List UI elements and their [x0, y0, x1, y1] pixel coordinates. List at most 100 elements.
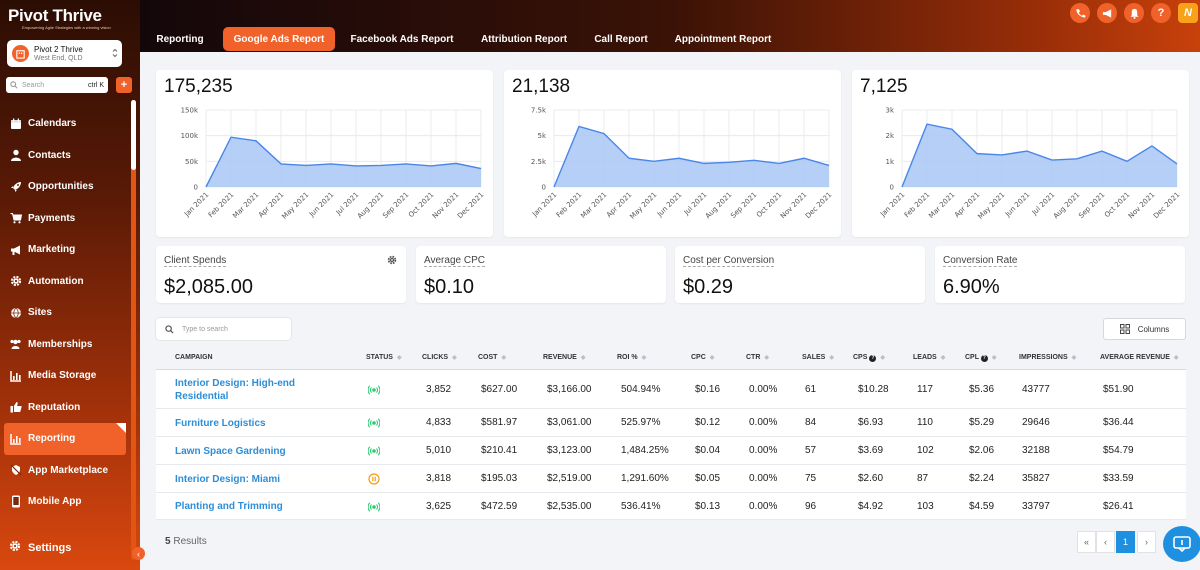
search-shortcut: ctrl K — [88, 81, 104, 89]
x-tick-label: Mar 2021 — [231, 191, 260, 220]
tab-google-ads-report[interactable]: Google Ads Report — [223, 27, 335, 51]
status-paused-icon[interactable] — [368, 473, 380, 488]
x-tick-label: Jan 2021 — [878, 191, 906, 219]
collapse-sidebar-button[interactable]: ‹ — [132, 547, 145, 560]
sidebar-item-calendars[interactable]: Calendars — [0, 108, 132, 140]
tab-call-report[interactable]: Call Report — [594, 33, 648, 45]
x-tick-label: May 2021 — [628, 191, 658, 221]
campaign-link[interactable]: Planting and Trimming — [175, 501, 283, 512]
col-leads[interactable]: LEADS ◆ — [913, 354, 946, 361]
sidebar-item-marketing[interactable]: Marketing — [0, 234, 132, 266]
sidebar-item-opportunities[interactable]: Opportunities — [0, 171, 132, 203]
logo[interactable]: Pivot Thrive Empowering Agile Strategies… — [8, 6, 136, 30]
cell-cpl: $2.06 — [969, 445, 995, 456]
help-icon[interactable]: ? — [1151, 3, 1171, 23]
tab-attribution-report[interactable]: Attribution Report — [480, 33, 568, 45]
cell-cost: $627.00 — [481, 384, 518, 395]
phone-icon[interactable] — [1070, 3, 1090, 23]
sidebar-item-payments[interactable]: Payments — [0, 203, 132, 235]
gear-icon[interactable] — [387, 255, 397, 265]
chart-headline: 7,125 — [860, 76, 908, 97]
x-tick-label: Sep 2021 — [381, 191, 410, 220]
cell-cost: $210.41 — [481, 445, 518, 456]
sidebar-item-mobile-app[interactable]: Mobile App — [0, 486, 132, 518]
cell-cpc: $0.12 — [695, 417, 721, 428]
sidebar-item-settings[interactable]: Settings — [9, 540, 71, 555]
cell-impressions: 32188 — [1022, 445, 1050, 456]
cell-revenue: $2,535.00 — [547, 500, 592, 512]
table-header: CAMPAIGN STATUS ◆ CLICKS ◆ COST ◆ REVENUE ◆ … — [156, 347, 1186, 370]
cell-cpl: $5.29 — [969, 417, 995, 428]
cell-roi: 536.41% — [621, 500, 661, 512]
status-active-icon[interactable] — [367, 501, 381, 516]
col-cost[interactable]: COST ◆ — [478, 354, 507, 361]
tab-reporting[interactable]: Reporting — [156, 33, 204, 45]
prev-page-button[interactable]: ‹ — [1096, 531, 1115, 553]
status-active-icon[interactable] — [367, 445, 381, 460]
sidebar-item-automation[interactable]: Automation — [0, 266, 132, 298]
person-icon — [9, 149, 22, 162]
brand-icon[interactable]: N — [1178, 3, 1198, 23]
sidebar-item-media-storage[interactable]: Media Storage — [0, 360, 132, 392]
campaign-link[interactable]: Interior Design: Miami — [175, 473, 281, 485]
chat-widget-button[interactable] — [1163, 526, 1200, 562]
col-cps[interactable]: CPS ? ◆ — [853, 354, 885, 362]
col-status[interactable]: STATUS ◆ — [366, 354, 402, 361]
kpi-label: Average CPC — [424, 255, 485, 267]
col-sales[interactable]: SALES ◆ — [802, 354, 834, 361]
y-tick-label: 2.5k — [531, 158, 547, 166]
col-clicks[interactable]: CLICKS ◆ — [422, 354, 457, 361]
info-icon: ? — [869, 355, 877, 362]
account-location: West End, QLD — [34, 54, 83, 62]
sidebar-item-contacts[interactable]: Contacts — [0, 140, 132, 172]
sidebar-item-app-marketplace[interactable]: App Marketplace — [0, 455, 132, 487]
series-line — [205, 136, 482, 188]
col-impressions[interactable]: IMPRESSIONS ◆ — [1019, 354, 1077, 361]
col-cpc[interactable]: CPC ◆ — [691, 354, 715, 361]
kpi-value: 6.90% — [943, 276, 1000, 298]
logo-tagline: Empowering Agile Strategies with a winni… — [22, 25, 111, 30]
account-switcher[interactable]: Pivot 2 Thrive West End, QLD — [7, 40, 122, 67]
col-campaign[interactable]: CAMPAIGN — [175, 354, 213, 361]
sidebar-scrollbar[interactable] — [131, 100, 136, 560]
tab-facebook-ads-report[interactable]: Facebook Ads Report — [350, 33, 454, 45]
account-avatar — [12, 45, 29, 62]
cell-cost: $472.59 — [481, 500, 518, 512]
col-roi[interactable]: ROI % ◆ — [617, 354, 647, 361]
quick-add-button[interactable]: + — [116, 77, 132, 93]
sidebar-item-sites[interactable]: Sites — [0, 297, 132, 329]
col-average-revenue[interactable]: AVERAGE REVENUE ◆ — [1100, 354, 1179, 361]
status-active-icon[interactable] — [367, 384, 381, 399]
chart-card-2: 21,138 0 2.5k 5k 7.5k Jan 2021 Feb 2021 Mar 20… — [504, 70, 841, 237]
tab-appointment-report[interactable]: Appointment Report — [674, 33, 772, 45]
col-cpl[interactable]: CPL ? ◆ — [965, 354, 997, 362]
x-tick-label: Jun 2021 — [307, 191, 335, 219]
cell-cps: $4.92 — [858, 500, 884, 512]
campaign-link[interactable]: Interior Design: High-end Residential — [175, 378, 295, 402]
col-ctr[interactable]: CTR ◆ — [746, 354, 770, 361]
sidebar-item-reporting[interactable]: Reporting — [4, 423, 126, 455]
status-active-icon[interactable] — [367, 417, 381, 432]
x-tick-label: Jan 2021 — [182, 191, 210, 219]
chart-card-1: 175,235 0 50k 100k 150k Jan 2021 Feb 2021 Mar … — [156, 70, 493, 237]
col-revenue[interactable]: REVENUE ◆ — [543, 354, 586, 361]
columns-button[interactable]: Columns — [1103, 318, 1186, 340]
campaign-link[interactable]: Furniture Logistics — [175, 417, 266, 429]
first-page-button[interactable]: « — [1077, 531, 1096, 553]
bell-icon[interactable] — [1124, 3, 1144, 23]
account-name: Pivot 2 Thrive — [34, 44, 83, 54]
next-page-button[interactable]: › — [1137, 531, 1156, 553]
cell-cps: $2.60 — [858, 473, 884, 484]
megaphone-icon — [9, 243, 22, 256]
chart-headline: 21,138 — [512, 76, 571, 97]
sidebar-item-reputation[interactable]: Reputation — [0, 392, 132, 424]
y-tick-label: 3k — [885, 107, 894, 115]
table-search-input[interactable]: Type to search — [156, 318, 291, 340]
logo-text: Pivot Thrive — [8, 6, 102, 25]
sidebar-item-memberships[interactable]: Memberships — [0, 329, 132, 361]
page-1-button[interactable]: 1 — [1116, 531, 1135, 553]
campaign-link[interactable]: Lawn Space Gardening — [175, 445, 286, 457]
megaphone-icon[interactable] — [1097, 3, 1117, 23]
cell-cpl: $4.59 — [969, 500, 995, 512]
sidebar-search[interactable]: Search ctrl K — [6, 77, 108, 93]
